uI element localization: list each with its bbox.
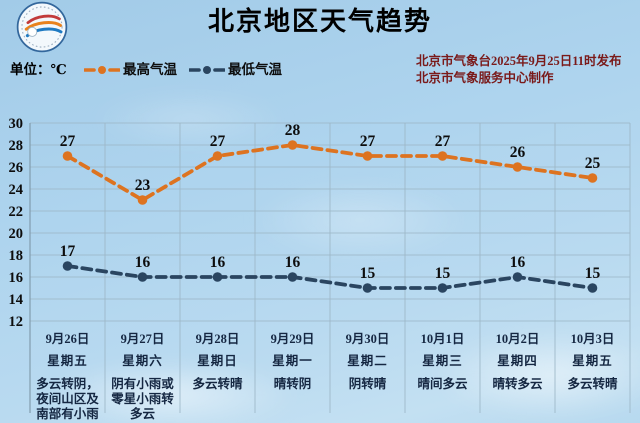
x-axis-column: 9月28日星期日多云转晴 bbox=[180, 327, 255, 419]
x-axis-weekday-label: 星期四 bbox=[497, 354, 538, 368]
y-axis-tick-label: 12 bbox=[9, 314, 24, 330]
min-temp-value-label: 16 bbox=[210, 254, 226, 271]
y-axis-tick-label: 30 bbox=[9, 116, 24, 132]
max-temp-point bbox=[62, 151, 73, 161]
max-temp-value-label: 23 bbox=[135, 177, 151, 194]
min-temp-point bbox=[437, 283, 448, 293]
x-axis-column: 9月26日星期五多云转阴，夜间山区及南部有小雨 bbox=[30, 327, 105, 421]
max-temp-point bbox=[587, 173, 598, 183]
max-temp-point bbox=[362, 151, 373, 161]
x-axis-labels: 9月26日 星期五 多云转阴，夜间山区及南部有小雨 9月27日 星期六 阴有小雨或零星小雨… bbox=[30, 327, 630, 421]
x-axis-date-label: 9月26日 bbox=[45, 332, 90, 346]
max-temp-line-sample-icon bbox=[84, 66, 120, 74]
y-axis-tick-label: 24 bbox=[9, 182, 24, 198]
max-temp-point bbox=[287, 140, 298, 150]
page-title: 北京地区天气趋势 bbox=[207, 7, 432, 36]
y-axis-tick-label: 14 bbox=[9, 292, 24, 308]
min-temp-value-label: 16 bbox=[135, 254, 151, 271]
x-axis-column: 10月3日星期五多云转晴 bbox=[555, 327, 630, 419]
min-temp-point bbox=[587, 283, 598, 293]
max-temp-point bbox=[512, 162, 523, 172]
x-axis-weather-label: 多云转晴 bbox=[567, 377, 618, 391]
y-axis-tick-label: 22 bbox=[9, 204, 24, 220]
max-temp-value-label: 25 bbox=[585, 155, 601, 172]
y-axis-tick-label: 26 bbox=[9, 160, 24, 176]
min-temp-point bbox=[512, 272, 523, 282]
x-axis-weather-label: 多云转晴 bbox=[192, 377, 243, 391]
legend-item-max-temp: 最高气温 bbox=[84, 62, 177, 78]
x-axis-date-label: 9月30日 bbox=[345, 332, 390, 346]
x-axis-column: 9月27日星期六阴有小雨或零星小雨转多云 bbox=[105, 327, 180, 421]
x-axis-date-label: 9月29日 bbox=[270, 332, 315, 346]
x-axis-weather-label: 多云转阴，夜间山区及南部有小雨 bbox=[36, 377, 99, 421]
max-temp-value-label: 27 bbox=[60, 133, 76, 150]
x-axis-column: 9月29日星期一晴转阴 bbox=[255, 327, 330, 419]
min-temp-value-label: 17 bbox=[60, 243, 76, 260]
y-axis-tick-label: 20 bbox=[9, 226, 24, 242]
x-axis-date-label: 10月2日 bbox=[495, 332, 540, 346]
x-axis-column: 10月2日星期四晴转多云 bbox=[480, 327, 555, 419]
min-temp-value-label: 16 bbox=[285, 254, 301, 271]
max-temp-line bbox=[65, 143, 595, 203]
x-axis-weekday-label: 星期三 bbox=[422, 354, 463, 368]
issued-line1: 北京市气象台2025年9月25日11时发布 bbox=[416, 54, 622, 68]
y-axis-tick-label: 16 bbox=[9, 270, 24, 286]
x-axis-weekday-label: 星期日 bbox=[197, 354, 238, 368]
y-axis-tick-label: 18 bbox=[9, 248, 24, 264]
max-temp-point bbox=[137, 195, 148, 205]
min-temp-value-label: 15 bbox=[360, 265, 376, 282]
chart-legend: 最高气温 最低气温 bbox=[84, 62, 282, 78]
x-axis-date-label: 10月1日 bbox=[420, 332, 465, 346]
x-axis-weather-label: 晴转阴 bbox=[273, 377, 312, 391]
min-temp-line bbox=[65, 264, 595, 290]
issued-line2: 北京市气象服务中心制作 bbox=[416, 70, 554, 85]
min-temp-point bbox=[212, 272, 223, 282]
max-temp-value-label: 27 bbox=[360, 133, 376, 150]
x-axis-weather-label: 阴有小雨或零星小雨转多云 bbox=[111, 377, 174, 421]
min-temp-value-label: 15 bbox=[585, 265, 601, 282]
min-temp-point bbox=[287, 272, 298, 282]
max-temp-value-label: 27 bbox=[435, 133, 451, 150]
y-axis-tick-label: 28 bbox=[9, 138, 24, 154]
max-temp-point bbox=[437, 151, 448, 161]
min-temp-line-sample-icon bbox=[189, 66, 225, 74]
x-axis-column: 10月1日星期三晴间多云 bbox=[405, 327, 480, 419]
x-axis-weather-label: 晴转多云 bbox=[492, 377, 543, 391]
min-temp-point bbox=[62, 261, 73, 271]
x-axis-weather-label: 阴转晴 bbox=[348, 377, 387, 391]
legend-item-min-temp: 最低气温 bbox=[189, 62, 282, 78]
x-axis-weather-label: 晴间多云 bbox=[417, 377, 468, 391]
legend-label-max-temp: 最高气温 bbox=[123, 62, 177, 77]
x-axis-weekday-label: 星期六 bbox=[122, 354, 163, 368]
meteorological-service-logo-icon bbox=[16, 1, 68, 53]
x-axis-weekday-label: 星期一 bbox=[272, 354, 313, 368]
max-temp-value-label: 27 bbox=[210, 133, 226, 150]
x-axis-date-label: 9月27日 bbox=[120, 332, 165, 346]
min-temp-value-label: 15 bbox=[435, 265, 451, 282]
x-axis-date-label: 9月28日 bbox=[195, 332, 240, 346]
x-axis-weekday-label: 星期五 bbox=[572, 354, 613, 368]
max-temp-value-label: 26 bbox=[510, 144, 526, 161]
min-temp-point bbox=[362, 283, 373, 293]
max-temp-value-label: 28 bbox=[285, 122, 301, 139]
legend-label-min-temp: 最低气温 bbox=[228, 62, 282, 77]
unit-label: 单位：℃ bbox=[10, 62, 67, 77]
x-axis-weekday-label: 星期二 bbox=[347, 354, 388, 368]
min-temp-point bbox=[137, 272, 148, 282]
x-axis-column: 9月30日星期二阴转晴 bbox=[330, 327, 405, 419]
x-axis-date-label: 10月3日 bbox=[570, 332, 615, 346]
min-temp-value-label: 16 bbox=[510, 254, 526, 271]
x-axis-weekday-label: 星期五 bbox=[47, 354, 88, 368]
max-temp-point bbox=[212, 151, 223, 161]
issued-info: 北京市气象台2025年9月25日11时发布 北京市气象服务中心制作 bbox=[416, 53, 636, 86]
